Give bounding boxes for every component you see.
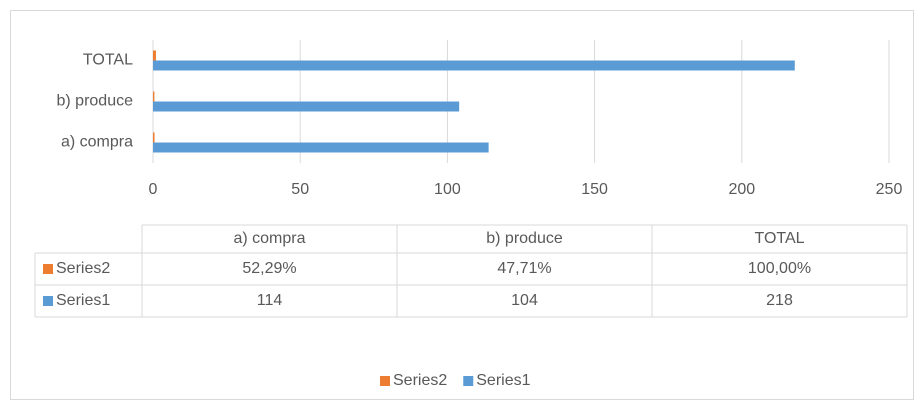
- bar: [153, 101, 460, 112]
- legend-label: Series1: [476, 372, 530, 389]
- legend-key: [380, 376, 390, 386]
- y-tick-label: b) produce: [57, 93, 134, 110]
- table-header: TOTAL: [754, 230, 804, 247]
- x-tick-label: 0: [149, 181, 158, 198]
- table-series-name: Series1: [56, 292, 110, 309]
- x-tick-label: 100: [434, 181, 461, 198]
- table-legend-key: [43, 296, 53, 306]
- table-cell: 218: [766, 292, 793, 309]
- y-tick-label: a) compra: [61, 134, 133, 151]
- bar: [153, 142, 489, 153]
- table-cell: 47,71%: [497, 260, 551, 277]
- legend-label: Series2: [393, 372, 447, 389]
- bar: [153, 50, 156, 61]
- table-header: b) produce: [486, 230, 563, 247]
- table-series-name: Series2: [56, 260, 110, 277]
- bar: [153, 132, 155, 143]
- x-tick-label: 250: [876, 181, 903, 198]
- table-cell: 100,00%: [748, 260, 811, 277]
- y-tick-label: TOTAL: [83, 52, 133, 69]
- table-cell: 104: [511, 292, 538, 309]
- x-tick-label: 200: [728, 181, 755, 198]
- table-cell: 52,29%: [242, 260, 296, 277]
- table-cell: 114: [257, 292, 283, 309]
- bar: [153, 60, 795, 71]
- legend-key: [463, 376, 474, 386]
- table-header: a) compra: [233, 230, 305, 247]
- chart-border: [10, 10, 914, 400]
- table-legend-key: [43, 264, 53, 274]
- x-tick-label: 150: [581, 181, 608, 198]
- bar: [153, 91, 155, 102]
- x-tick-label: 50: [291, 181, 309, 198]
